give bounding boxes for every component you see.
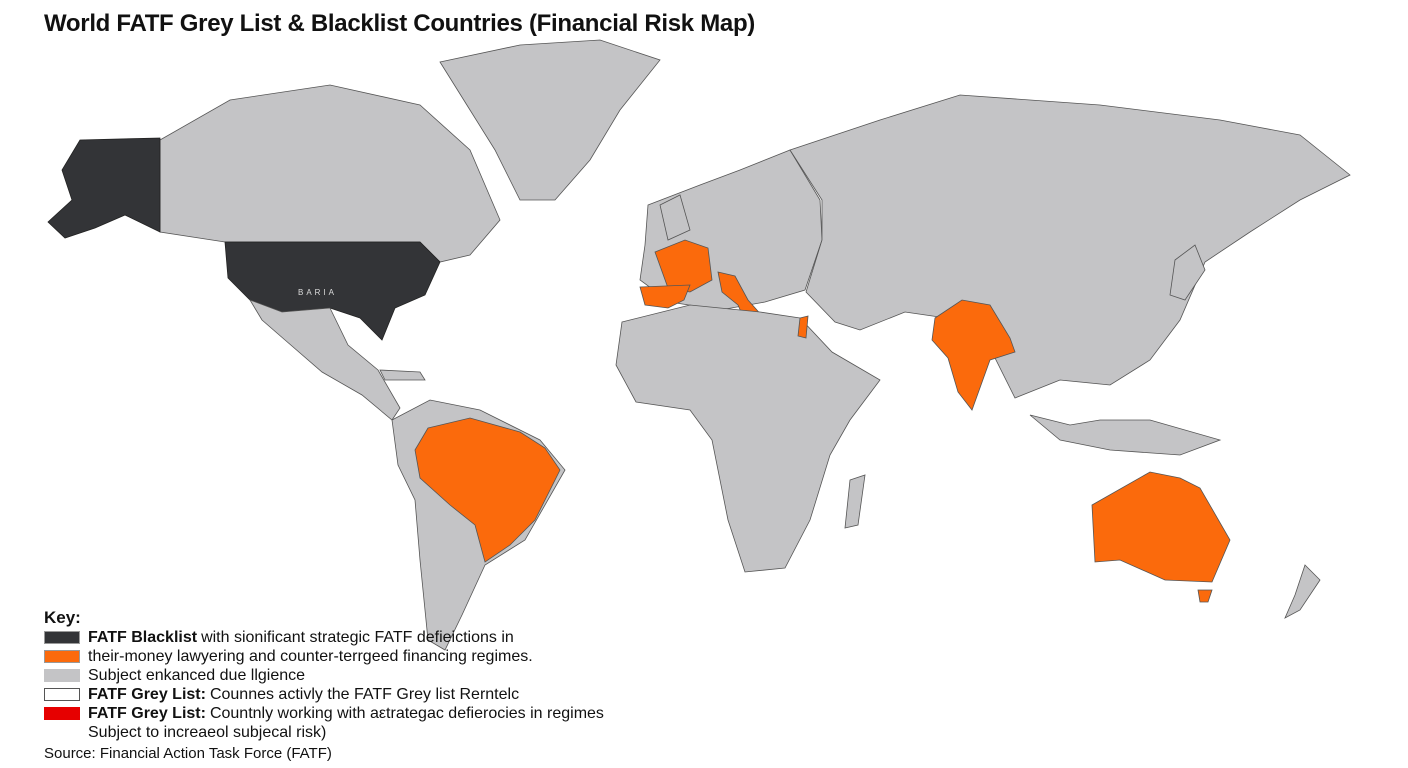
- region-japan: [1169, 244, 1206, 301]
- region-canada: [159, 84, 501, 263]
- legend-continuation: Subject to increaeol subjecal risk): [88, 724, 327, 741]
- region-greenland: [439, 39, 661, 201]
- legend-item-grey: Subject enkanced due llgience: [44, 666, 604, 685]
- region-spain: [639, 284, 691, 309]
- region-africa: [615, 304, 881, 573]
- region-brazil: [414, 417, 561, 563]
- legend-bold: FATF Grey List:: [88, 686, 206, 703]
- region-asia: [789, 94, 1351, 399]
- legend-bold: FATF Blacklist: [88, 629, 198, 646]
- legend-text: with sionificant strategic FATF defieict…: [201, 629, 514, 646]
- region-uk: [659, 194, 691, 241]
- region-indonesia: [1029, 414, 1222, 456]
- region-madagascar: [844, 474, 866, 529]
- legend-item-blacklist: FATF Blacklist with sionificant strategi…: [44, 628, 604, 647]
- legend-bold: FATF Grey List:: [88, 705, 206, 722]
- legend-swatch: [44, 650, 80, 663]
- region-israel: [797, 315, 809, 339]
- legend-swatch: [44, 688, 80, 701]
- region-alaska: [47, 137, 161, 239]
- legend-text: their-money lawyering and counter-terrge…: [88, 648, 533, 665]
- legend-text: Counnes activly the FATF Grey list Rernt…: [209, 686, 520, 703]
- legend-heading: Key:: [44, 608, 81, 627]
- legend-item-orange: their-money lawyering and counter-terrge…: [44, 647, 604, 666]
- legend-swatch: [44, 669, 80, 682]
- source-note: Source: Financial Action Task Force (FAT…: [44, 745, 332, 762]
- legend-item-white: FATF Grey List: Counnes activly the FATF…: [44, 685, 604, 704]
- region-tasmania: [1197, 589, 1213, 603]
- legend-swatch: [44, 631, 80, 644]
- legend-swatch: [44, 707, 80, 720]
- legend: Key: FATF Blacklist with sionificant str…: [44, 608, 604, 742]
- region-caribbean: [379, 369, 426, 381]
- legend-item-red: FATF Grey List: Countnly working with aε…: [44, 704, 604, 723]
- legend-text: Countnly working with aεtrategac defiero…: [209, 705, 604, 722]
- legend-text: Subject enkanced due llgience: [88, 667, 306, 684]
- map-title: World FATF Grey List & Blacklist Countri…: [44, 10, 756, 37]
- region-australia: [1091, 471, 1231, 583]
- region-central-america: [249, 299, 401, 421]
- region-new-zealand: [1284, 564, 1321, 619]
- usa-label: BARIA: [298, 288, 337, 297]
- region-usa: [224, 241, 441, 341]
- region-india: [931, 299, 1016, 411]
